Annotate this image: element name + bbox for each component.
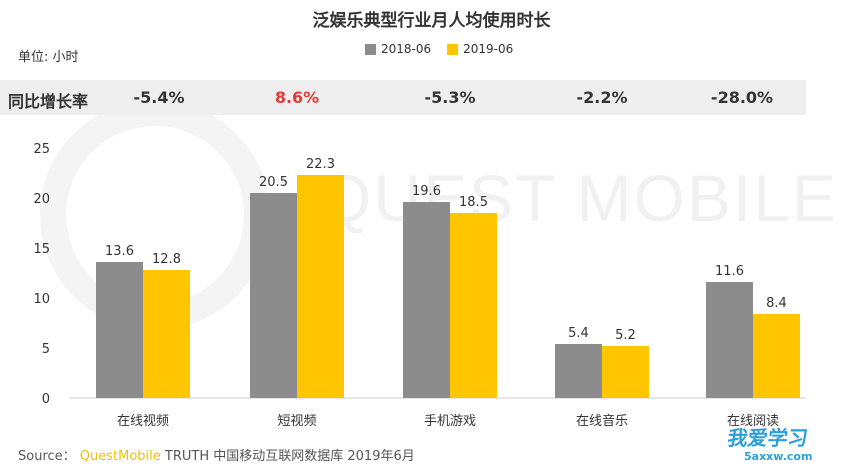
data-label-4-0: 11.6 [715,264,744,279]
y-tick-label-0: 0 [42,392,50,407]
y-tick-label-5: 25 [33,142,50,157]
unit-label: 单位: 小时 [18,50,79,65]
growth-label: 同比增长率 [8,92,89,111]
site-logo-sub: 5axxw.com [744,450,813,463]
x-tick-label-4: 在线阅读 [727,414,779,429]
bar-2-1 [450,213,497,398]
growth-value-short-video: 8.6% [274,88,320,107]
source-brand: QuestMobile [79,449,161,464]
legend-label-2018: 2018-06 [381,42,432,56]
growth-value-games: -5.3% [424,88,476,107]
bar-1-0 [250,193,297,398]
data-label-3-0: 5.4 [568,326,589,341]
data-label-2-1: 18.5 [459,195,488,210]
bar-4-1 [753,314,800,398]
source-rest: TRUTH 中国移动互联网数据库 2019年6月 [164,449,415,464]
bar-1-1 [297,175,344,398]
data-label-2-0: 19.6 [412,184,441,199]
data-label-1-1: 22.3 [306,157,335,172]
bar-3-1 [602,346,649,398]
data-label-0-1: 12.8 [152,252,181,267]
source-line: Source： QuestMobile TRUTH 中国移动互联网数据库 201… [18,445,415,464]
site-logo: 我爱学习 [726,426,810,450]
legend-swatch-2019 [447,43,459,55]
chart-title: 泛娱乐典型行业月人均使用时长 [312,11,551,31]
x-tick-label-1: 短视频 [277,414,316,429]
y-tick-label-4: 20 [33,192,50,207]
data-label-4-1: 8.4 [766,296,787,311]
legend-item-2018: 2018-06 [365,42,431,56]
growth-value-music: -2.2% [576,88,628,107]
growth-band [0,80,806,115]
x-tick-label-2: 手机游戏 [424,414,476,429]
x-tick-label-0: 在线视频 [117,414,169,429]
bar-4-0 [706,282,753,398]
data-label-0-0: 13.6 [105,244,134,259]
source-prefix: Source： [18,449,76,464]
x-tick-label-3: 在线音乐 [576,413,628,429]
y-tick-label-3: 15 [33,242,50,257]
y-tick-label-1: 5 [42,342,50,357]
bar-0-1 [143,270,190,398]
legend-label-2019: 2019-06 [463,42,514,56]
bar-3-0 [555,344,602,398]
growth-value-reading: -28.0% [710,88,774,107]
growth-value-video: -5.4% [133,88,185,107]
data-label-3-1: 5.2 [615,328,636,343]
legend: 2018-06 2019-06 [365,42,513,56]
data-label-1-0: 20.5 [259,175,288,190]
bar-0-0 [96,262,143,398]
legend-item-2019: 2019-06 [447,42,513,56]
y-tick-label-2: 10 [33,292,50,307]
bar-2-0 [403,202,450,398]
legend-swatch-2018 [365,43,376,55]
